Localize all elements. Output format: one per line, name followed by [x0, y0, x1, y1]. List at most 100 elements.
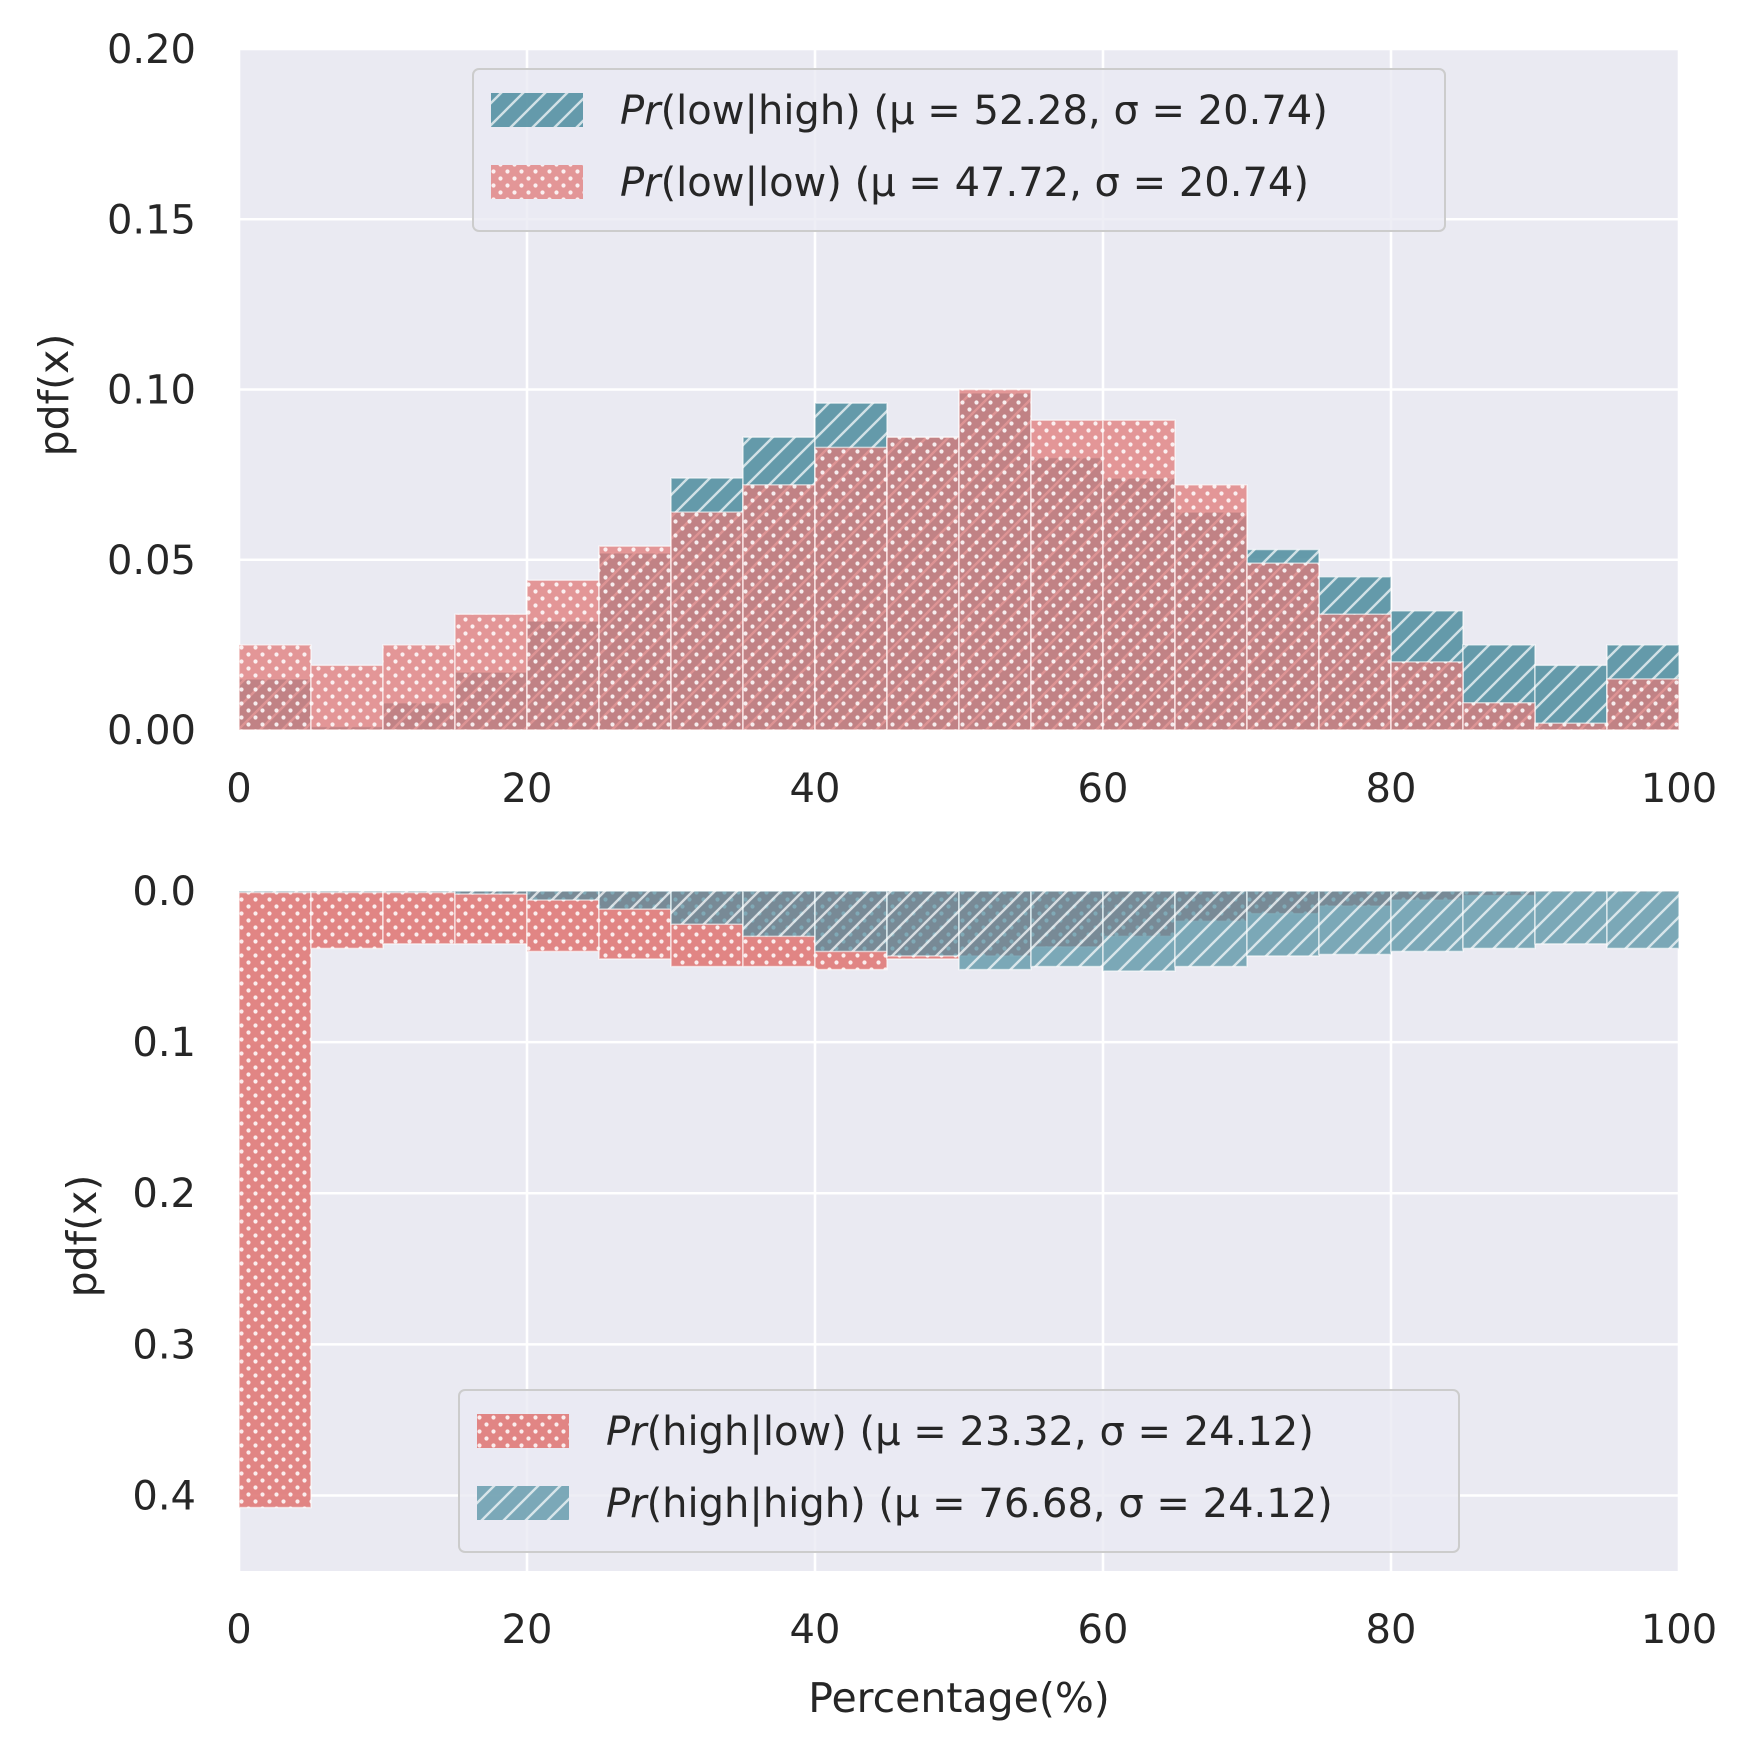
bar-pattern	[1535, 665, 1607, 730]
bottom-histogram-panel: 0 20 40 60 80 100 0.0 0.1 0.2 0.3 0.4 pdf(x) Perc…	[58, 869, 1717, 1722]
legend-label-low-low: Pr(low|low) (μ = 47.72, σ = 20.74)	[620, 160, 1309, 206]
bar-pr-low-high	[1534, 664, 1608, 731]
legend-args-high-high: (high|high)	[647, 1481, 866, 1527]
top-x-tick-labels: 0 20 40 60 80 100	[226, 766, 1717, 812]
bar-pr-low-low	[1462, 702, 1536, 731]
bar-pattern	[815, 447, 887, 730]
bar-pattern	[1319, 891, 1391, 955]
y-tick-label: 0.1	[132, 1020, 196, 1066]
legend-stats-high-high: (μ = 76.68, σ = 24.12)	[866, 1481, 1333, 1527]
bar-pr-high-high	[382, 890, 456, 894]
bar-pr-high-high	[454, 890, 528, 895]
bar-pattern	[1463, 891, 1535, 949]
bar-pattern	[239, 644, 311, 730]
x-tick-label: 20	[502, 1607, 553, 1653]
y-tick-label: 0.05	[107, 538, 196, 584]
bar-pr-high-low	[454, 890, 528, 945]
legend-prob-low-high: Pr	[620, 88, 663, 134]
bar-pr-high-high	[670, 890, 744, 925]
x-tick-label: 60	[1078, 766, 1129, 812]
legend-prob-high-high: Pr	[606, 1481, 649, 1527]
bar-pr-high-low	[238, 890, 312, 1509]
bar-pattern	[1175, 484, 1247, 730]
bar-pattern	[743, 484, 815, 730]
bar-pr-low-low	[526, 579, 600, 731]
bar-pattern	[527, 891, 599, 952]
bar-pr-high-high	[1102, 890, 1176, 972]
bar-pr-high-high	[1318, 890, 1392, 956]
legend-entry-low-low: Pr(low|low) (μ = 47.72, σ = 20.74)	[491, 160, 1309, 206]
bottom-y-tick-labels: 0.0 0.1 0.2 0.3 0.4	[132, 869, 196, 1519]
bar-pattern	[887, 437, 959, 730]
x-tick-label: 100	[1641, 766, 1717, 812]
top-legend-frame	[472, 68, 1446, 232]
y-tick-label: 0.2	[132, 1171, 196, 1217]
bar-pattern	[1391, 891, 1463, 952]
x-axis-label: Percentage(%)	[808, 1674, 1110, 1722]
x-tick-label: 100	[1641, 1607, 1717, 1653]
bar-pattern	[527, 580, 599, 730]
y-tick-label: 0.0	[132, 869, 196, 915]
bar-pattern	[1247, 891, 1319, 956]
bar-pr-low-low	[1246, 562, 1320, 731]
bar-pattern	[1607, 891, 1679, 949]
bar-pattern	[239, 891, 311, 893]
bottom-legend-frame	[458, 1389, 1460, 1553]
legend-swatch-high-high-hatch	[477, 1486, 569, 1520]
bar-pr-high-low	[526, 890, 600, 953]
bar-pattern	[815, 891, 887, 952]
y-tick-label: 0.10	[107, 368, 196, 414]
x-tick-label: 60	[1078, 1607, 1129, 1653]
bar-pr-low-low	[598, 545, 672, 731]
bar-pr-high-high	[814, 890, 888, 953]
bar-pattern	[1175, 891, 1247, 967]
bar-pattern	[959, 389, 1031, 730]
bottom-legend: Pr(high|low) (μ = 23.32, σ = 24.12) Pr(h…	[458, 1389, 1460, 1553]
legend-label-low-high: Pr(low|high) (μ = 52.28, σ = 20.74)	[620, 88, 1328, 134]
x-tick-label: 80	[1366, 1607, 1417, 1653]
bar-pattern	[1103, 420, 1175, 730]
bar-pr-high-low	[382, 890, 456, 945]
y-tick-label: 0.20	[107, 27, 196, 73]
legend-label-high-low: Pr(high|low) (μ = 23.32, σ = 24.12)	[606, 1409, 1314, 1455]
bar-pattern	[1247, 563, 1319, 730]
y-tick-label: 0.4	[132, 1473, 196, 1519]
legend-entry-high-high: Pr(high|high) (μ = 76.68, σ = 24.12)	[477, 1481, 1333, 1527]
bar-pr-high-high	[1462, 890, 1536, 950]
legend-stats-high-low: (μ = 23.32, σ = 24.12)	[847, 1409, 1314, 1455]
bar-pattern	[599, 546, 671, 730]
bar-pattern	[383, 644, 455, 730]
top-legend: Pr(low|high) (μ = 52.28, σ = 20.74) Pr(l…	[472, 68, 1446, 232]
bar-pr-low-low	[814, 446, 888, 731]
bar-pattern	[383, 891, 455, 893]
bar-pr-low-low	[310, 664, 384, 731]
bar-pattern	[671, 891, 743, 925]
bar-pattern	[455, 891, 527, 895]
bar-pr-high-high	[1390, 890, 1464, 953]
bar-pr-high-high	[886, 890, 960, 957]
legend-prob-high-low: Pr	[606, 1409, 649, 1455]
bar-pattern	[455, 891, 527, 944]
bar-pr-low-low	[1030, 419, 1104, 731]
bar-pr-high-high	[1534, 890, 1608, 945]
bar-pattern	[1607, 678, 1679, 730]
legend-args-low-high: (low|high)	[661, 88, 861, 134]
bar-pr-low-low	[886, 436, 960, 731]
bar-pr-low-low	[1534, 722, 1608, 731]
bar-pr-low-low	[382, 644, 456, 731]
legend-label-high-high: Pr(high|high) (μ = 76.68, σ = 24.12)	[606, 1481, 1333, 1527]
bar-pattern	[1031, 891, 1103, 967]
bar-pattern	[1535, 723, 1607, 730]
bar-pattern	[959, 891, 1031, 970]
legend-entry-high-low: Pr(high|low) (μ = 23.32, σ = 24.12)	[477, 1409, 1314, 1455]
legend-prob-low-low: Pr	[620, 160, 663, 206]
top-histogram-panel: 0 20 40 60 80 100 0.00 0.05 0.10 0.15 0.20 pdf(x)…	[30, 27, 1717, 812]
bar-pattern	[1391, 661, 1463, 730]
bar-pr-high-high	[238, 890, 312, 894]
legend-swatch-low-low-dots	[491, 165, 583, 199]
bar-pr-low-low	[238, 644, 312, 731]
bar-pr-high-high	[958, 890, 1032, 971]
x-tick-label: 40	[790, 1607, 841, 1653]
x-tick-label: 80	[1366, 766, 1417, 812]
